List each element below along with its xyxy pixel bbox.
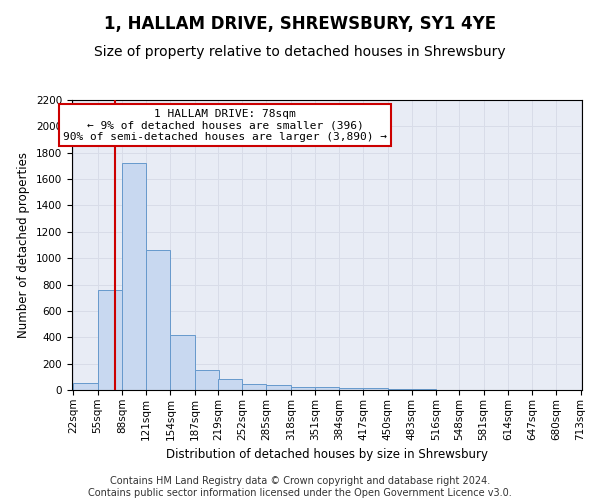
Bar (146, 250, 170, 390)
X-axis label: Distribution of detached houses by size in Shrewsbury: Distribution of detached houses by size … (166, 448, 488, 461)
Text: Size of property relative to detached houses in Shrewsbury: Size of property relative to detached ho… (94, 45, 506, 59)
Bar (194, 370, 219, 390)
Bar (242, 384, 266, 390)
Bar (218, 379, 242, 390)
Y-axis label: Number of detached properties: Number of detached properties (17, 152, 31, 338)
Text: 1, HALLAM DRIVE, SHREWSBURY, SY1 4YE: 1, HALLAM DRIVE, SHREWSBURY, SY1 4YE (104, 15, 496, 33)
Bar (122, 164, 146, 390)
Bar (98, 290, 122, 390)
Bar (170, 334, 194, 390)
Text: 1 HALLAM DRIVE: 78sqm
← 9% of detached houses are smaller (396)
90% of semi-deta: 1 HALLAM DRIVE: 78sqm ← 9% of detached h… (63, 108, 387, 142)
Bar (315, 388, 339, 390)
Bar (290, 386, 315, 390)
Bar (266, 386, 290, 390)
Text: Contains HM Land Registry data © Crown copyright and database right 2024.
Contai: Contains HM Land Registry data © Crown c… (88, 476, 512, 498)
Bar (364, 388, 388, 390)
Bar (73, 383, 98, 390)
Bar (339, 388, 364, 390)
